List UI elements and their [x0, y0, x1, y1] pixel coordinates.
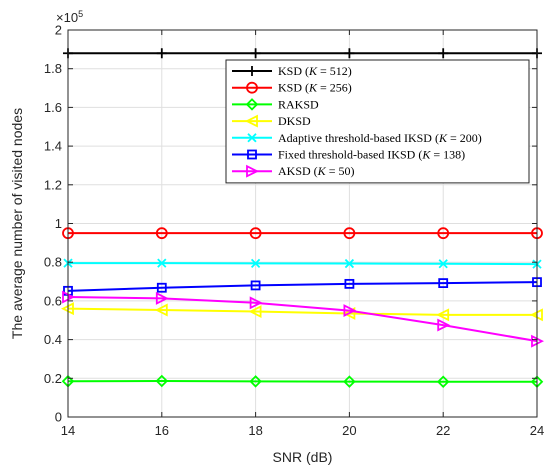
- x-tick-label: 16: [155, 423, 169, 438]
- marker-diamond: [245, 98, 259, 111]
- x-tick-label: 18: [248, 423, 262, 438]
- data-point: [437, 227, 450, 240]
- marker-triangle-left: [244, 114, 258, 128]
- y-tick-label: 1.8: [44, 61, 62, 76]
- legend-entry: DKSD: [232, 114, 311, 128]
- y-tick-label: 1: [55, 216, 62, 231]
- data-point: [249, 227, 262, 240]
- data-point: [154, 303, 168, 317]
- x-tick-label: 24: [530, 423, 544, 438]
- data-point: [157, 258, 167, 268]
- y-tick-label: 0.8: [44, 255, 62, 270]
- marker-plus: [247, 66, 257, 76]
- data-point: [344, 258, 355, 269]
- x-axis-label: SNR (dB): [273, 449, 333, 465]
- marker-x: [247, 133, 257, 143]
- series-2: [61, 374, 544, 389]
- legend-label: RAKSD: [278, 97, 319, 111]
- y-tick-label: 0: [55, 410, 62, 425]
- data-point: [249, 375, 262, 388]
- legend-entry: Adaptive threshold-based IKSD (K = 200): [232, 131, 482, 145]
- series-6: [62, 290, 545, 348]
- data-point: [436, 308, 450, 322]
- y-tick-label: 2: [55, 23, 62, 38]
- data-point: [155, 291, 169, 305]
- marker-square: [247, 149, 257, 160]
- y-tick-label: 0.4: [44, 332, 62, 347]
- legend-entry: Fixed threshold-based IKSD (K = 138): [232, 148, 465, 162]
- series-line: [67, 307, 537, 316]
- data-point: [436, 375, 450, 389]
- legend-entry: RAKSD: [232, 97, 319, 111]
- data-point: [248, 305, 262, 318]
- marker-circle: [246, 81, 258, 94]
- legend-label: KSD (K = 512): [278, 64, 352, 78]
- data-point: [437, 318, 451, 332]
- data-point: [344, 48, 355, 59]
- marker-triangle-right: [246, 164, 260, 178]
- legend-label: KSD (K = 256): [278, 81, 352, 95]
- legend-label: AKSD (K = 50): [278, 164, 354, 178]
- x-tick-label: 20: [342, 423, 356, 438]
- data-point: [250, 258, 261, 268]
- legend-label: DKSD: [278, 114, 311, 128]
- legend: KSD (K = 512) KSD (K = 256) RAKSD DKSD Adapt…: [225, 59, 530, 184]
- series-line: [67, 380, 537, 383]
- legend-entry: KSD (K = 256): [232, 81, 352, 95]
- data-point: [438, 48, 449, 59]
- data-point: [343, 227, 356, 240]
- legend-entry: KSD (K = 512): [232, 64, 352, 78]
- data-point: [155, 227, 168, 240]
- series-0: [63, 48, 542, 59]
- data-point: [250, 48, 261, 59]
- legend-box: [225, 59, 530, 184]
- x-tick-label: 22: [436, 423, 450, 438]
- legend-label: Fixed threshold-based IKSD (K = 138): [278, 148, 465, 162]
- y-tick-label: 0.2: [44, 371, 62, 386]
- data-point: [155, 374, 169, 388]
- legend-entry: AKSD (K = 50): [232, 164, 354, 178]
- series-line: [67, 296, 538, 343]
- y-tick-label: 1.6: [44, 100, 62, 115]
- data-point: [156, 48, 167, 59]
- y-tick-label: 1.4: [44, 139, 62, 154]
- y-axis-label: The average number of visited nodes: [9, 108, 25, 339]
- data-point: [249, 296, 263, 310]
- series-line: [67, 281, 538, 292]
- data-point: [438, 259, 448, 269]
- y-tick-label: 0.6: [44, 293, 62, 308]
- data-point: [344, 278, 355, 289]
- data-point: [250, 280, 261, 291]
- series-4: [63, 258, 542, 269]
- legend-label: Adaptive threshold-based IKSD (K = 200): [278, 131, 482, 145]
- y-axis-multiplier: ×105: [56, 9, 83, 25]
- data-point: [156, 282, 167, 293]
- series-1: [62, 227, 543, 240]
- series-line: [68, 262, 538, 266]
- data-point: [438, 278, 449, 288]
- x-tick-label: 14: [61, 423, 75, 438]
- axis-ticks: 14 16 18 20 22 24 0 0.2 0.4 0.6 0.8 1 1.2 1.4 1.6 1.8 2: [44, 23, 544, 439]
- y-tick-label: 1.2: [44, 177, 62, 192]
- data-point: [343, 375, 356, 388]
- data-point: [343, 304, 357, 318]
- series-5: [63, 277, 542, 296]
